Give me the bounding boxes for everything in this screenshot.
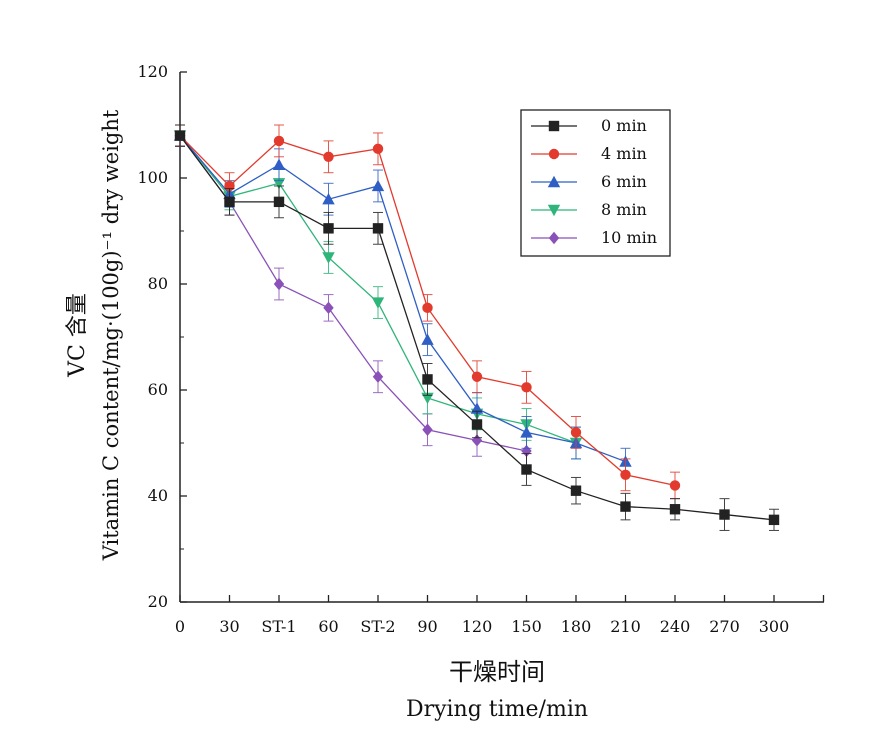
data-point [224, 196, 235, 208]
legend-item: 6 min [531, 172, 647, 191]
y-tick-label: 100 [137, 168, 168, 187]
legend-swatch-marker [548, 231, 560, 245]
x-tick-label: 0 [175, 617, 185, 636]
legend-item: 0 min [531, 116, 647, 135]
series-4-min [174, 124, 681, 500]
x-tick-label: 300 [759, 617, 790, 636]
data-point [273, 277, 285, 291]
data-point [570, 485, 582, 496]
x-tick-label: 120 [462, 617, 493, 636]
series-0-min [174, 124, 780, 531]
x-tick-label: ST-1 [261, 617, 296, 636]
x-axis: 0 30 ST-1 60 ST-2 90 120 150 180 210 240 270 300 [175, 595, 825, 636]
data-point [174, 130, 186, 141]
data-point [371, 297, 385, 309]
x-tick-label: 180 [561, 617, 592, 636]
x-tick-label: ST-2 [360, 617, 395, 636]
legend-label: 8 min [601, 200, 647, 219]
data-point [719, 509, 730, 520]
legend-swatch-marker [547, 175, 561, 188]
data-point [322, 193, 335, 205]
x-tick-label: 210 [610, 617, 641, 636]
data-point [422, 302, 433, 314]
y-tick-label: 80 [148, 274, 168, 293]
legend-label: 4 min [601, 144, 647, 163]
data-point [273, 196, 285, 208]
legend-swatch-marker [548, 120, 560, 132]
plot-frame [179, 72, 824, 603]
series-line [179, 135, 775, 521]
data-point [372, 223, 384, 234]
data-point [323, 151, 334, 162]
data-point [520, 426, 533, 438]
data-point [521, 464, 532, 475]
legend-item: 8 min [531, 200, 647, 219]
data-point [421, 333, 434, 345]
y-tick-label: 40 [148, 486, 168, 505]
legend-box [520, 109, 671, 257]
y-tick-label: 20 [148, 592, 168, 611]
data-point [768, 514, 780, 526]
data-point [422, 374, 433, 385]
data-point [322, 252, 335, 264]
data-point [372, 370, 384, 383]
data-point [323, 301, 334, 315]
x-tick-label: 270 [709, 617, 740, 636]
y-tick-label: 120 [137, 62, 168, 81]
legend-item: 4 min [531, 144, 647, 163]
legend-swatch-marker [548, 148, 560, 160]
x-tick-label: 150 [511, 617, 542, 636]
data-point [620, 469, 631, 480]
data-point [371, 179, 385, 192]
series-line [179, 135, 626, 463]
x-tick-label: 90 [417, 617, 437, 636]
x-axis-title: Drying time/min [406, 697, 588, 722]
legend-swatch-marker [547, 204, 561, 217]
x-tick-label: 240 [660, 617, 691, 636]
legend-item: 10 min [531, 228, 657, 247]
data-point [521, 382, 532, 393]
data-point [669, 480, 681, 491]
data-point [471, 371, 483, 382]
legend-label: 10 min [601, 228, 657, 247]
data-point [422, 423, 433, 436]
x-tick-label: 30 [219, 617, 239, 636]
data-point [669, 504, 681, 515]
y-tick-label: 60 [148, 380, 168, 399]
y-axis-title-cn: VC 含量 [65, 293, 90, 378]
x-axis-title-cn: 干燥时间 [449, 658, 545, 686]
y-axis-title: Vitamin C content/mg·(100g)⁻¹ dry weight [99, 109, 123, 561]
data-point [471, 419, 483, 430]
data-point [273, 135, 285, 147]
series-line [179, 135, 527, 452]
data-point [272, 158, 286, 170]
legend-label: 0 min [601, 116, 647, 135]
data-point [570, 427, 582, 438]
data-point [620, 501, 631, 512]
data-point [372, 143, 384, 155]
series-layer [173, 124, 780, 531]
legend: 0 min 4 min 6 min 8 min 10 min [520, 109, 671, 257]
x-tick-label: 60 [318, 617, 338, 636]
legend-label: 6 min [601, 172, 647, 191]
data-point [323, 223, 334, 234]
